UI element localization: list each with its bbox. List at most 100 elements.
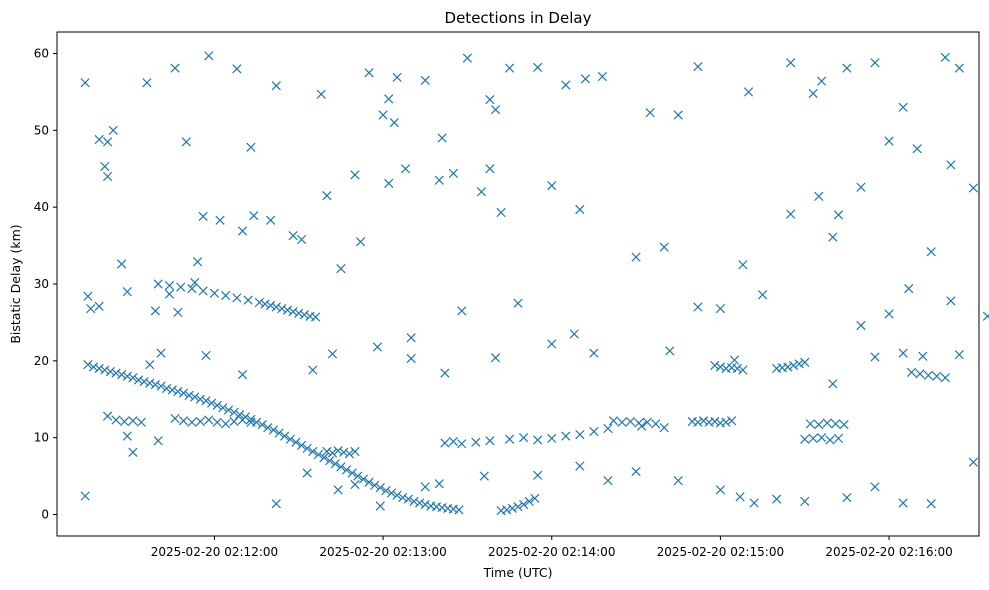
data-point bbox=[437, 133, 447, 143]
data-point bbox=[176, 282, 186, 292]
data-point bbox=[389, 118, 399, 128]
data-point bbox=[884, 309, 894, 319]
data-point bbox=[603, 423, 613, 434]
data-point bbox=[167, 385, 177, 395]
data-point bbox=[504, 63, 515, 73]
y-tick-label: 0 bbox=[41, 507, 49, 521]
data-point bbox=[198, 286, 208, 296]
data-point bbox=[398, 492, 408, 503]
data-point bbox=[372, 342, 383, 352]
data-point bbox=[547, 339, 557, 349]
data-point bbox=[816, 76, 827, 86]
data-point bbox=[831, 419, 841, 429]
data-point bbox=[906, 367, 917, 377]
data-point bbox=[608, 416, 619, 426]
data-point bbox=[102, 411, 113, 421]
data-point bbox=[327, 448, 338, 458]
data-point bbox=[288, 307, 298, 317]
data-point bbox=[454, 505, 464, 515]
data-point bbox=[968, 457, 979, 467]
data-point bbox=[715, 362, 726, 372]
data-point bbox=[420, 499, 430, 510]
data-point bbox=[223, 405, 234, 415]
data-point bbox=[946, 296, 956, 306]
data-point bbox=[735, 492, 745, 502]
data-point bbox=[870, 58, 880, 68]
data-point bbox=[128, 447, 138, 457]
data-point bbox=[828, 379, 838, 389]
y-tick-label: 30 bbox=[34, 277, 49, 291]
data-point bbox=[448, 436, 458, 447]
data-point bbox=[80, 78, 90, 88]
data-point bbox=[153, 436, 163, 446]
data-point bbox=[117, 259, 127, 269]
data-point bbox=[808, 433, 818, 444]
data-point bbox=[299, 310, 309, 320]
data-point bbox=[932, 371, 942, 381]
data-point bbox=[414, 498, 425, 508]
data-point bbox=[434, 175, 444, 185]
data-point bbox=[547, 181, 557, 191]
data-point bbox=[693, 417, 703, 427]
data-point bbox=[727, 416, 737, 426]
data-point bbox=[490, 353, 501, 363]
y-tick-label: 20 bbox=[34, 354, 49, 368]
data-point bbox=[912, 144, 922, 154]
data-point bbox=[364, 68, 374, 78]
data-point bbox=[856, 320, 866, 331]
data-point bbox=[381, 486, 391, 496]
data-point bbox=[434, 479, 444, 489]
data-point bbox=[195, 394, 205, 404]
data-point bbox=[187, 417, 197, 427]
data-point bbox=[178, 416, 189, 426]
data-point bbox=[533, 470, 543, 480]
data-point bbox=[518, 499, 529, 510]
data-point bbox=[164, 289, 175, 299]
data-point bbox=[693, 61, 703, 72]
data-point bbox=[968, 183, 979, 193]
data-point bbox=[341, 465, 352, 475]
data-point bbox=[502, 505, 512, 515]
data-point bbox=[215, 215, 225, 225]
data-point bbox=[631, 252, 641, 262]
data-point bbox=[204, 415, 214, 425]
data-point bbox=[954, 350, 964, 360]
data-point bbox=[257, 419, 267, 430]
data-points bbox=[80, 51, 989, 516]
data-point bbox=[350, 170, 360, 180]
data-point bbox=[816, 433, 827, 443]
data-point bbox=[808, 88, 818, 99]
data-point bbox=[192, 257, 203, 267]
data-point bbox=[440, 368, 450, 378]
data-point bbox=[117, 370, 127, 380]
x-axis-label: Time (UTC) bbox=[482, 565, 552, 580]
data-point bbox=[190, 392, 200, 402]
data-point bbox=[128, 373, 138, 383]
data-point bbox=[206, 398, 217, 408]
data-point bbox=[870, 482, 880, 492]
data-point bbox=[833, 210, 844, 220]
y-tick-label: 50 bbox=[34, 123, 49, 137]
data-point bbox=[504, 434, 515, 444]
data-point bbox=[221, 419, 231, 429]
data-point bbox=[471, 437, 481, 447]
data-point bbox=[187, 283, 197, 294]
data-point bbox=[108, 125, 118, 135]
data-point bbox=[246, 142, 256, 152]
data-point bbox=[406, 333, 416, 343]
data-point bbox=[617, 417, 627, 427]
data-point bbox=[322, 191, 332, 201]
data-point bbox=[561, 431, 571, 441]
data-point bbox=[400, 164, 411, 174]
data-point bbox=[800, 357, 810, 367]
data-point bbox=[693, 302, 703, 312]
data-point bbox=[162, 383, 172, 394]
data-point bbox=[580, 74, 591, 84]
data-point bbox=[946, 160, 956, 170]
data-point bbox=[322, 446, 332, 457]
data-point bbox=[673, 476, 683, 486]
data-point bbox=[296, 234, 307, 245]
data-point bbox=[111, 415, 121, 425]
data-point bbox=[80, 491, 90, 501]
